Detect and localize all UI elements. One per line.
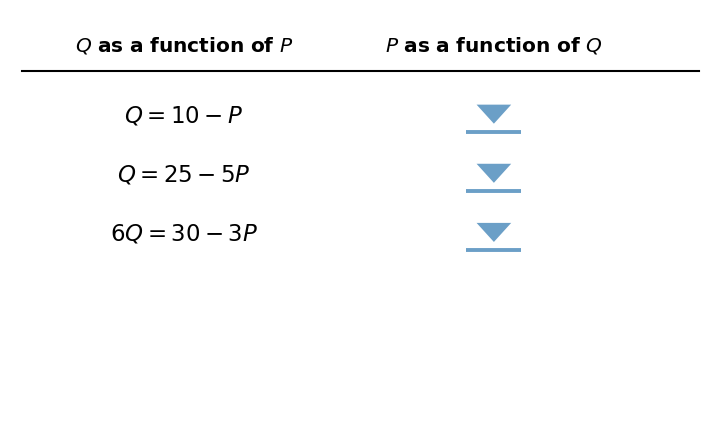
Text: $Q = 25 - 5P$: $Q = 25 - 5P$	[117, 164, 251, 187]
Text: $Q = 10 - P$: $Q = 10 - P$	[124, 105, 244, 127]
Text: $\mathit{P}$$\bf{\ as\ a\ function\ of\ }$$\mathit{Q}$: $\mathit{P}$$\bf{\ as\ a\ function\ of\ …	[385, 35, 603, 57]
Text: $6Q = 30 - 3P$: $6Q = 30 - 3P$	[110, 223, 258, 246]
Polygon shape	[477, 164, 511, 183]
Polygon shape	[477, 105, 511, 124]
Polygon shape	[477, 223, 511, 242]
Text: $\mathit{Q}$$\bf{\ as\ a\ function\ of\ }$$\mathit{P}$: $\mathit{Q}$$\bf{\ as\ a\ function\ of\ …	[75, 35, 293, 57]
